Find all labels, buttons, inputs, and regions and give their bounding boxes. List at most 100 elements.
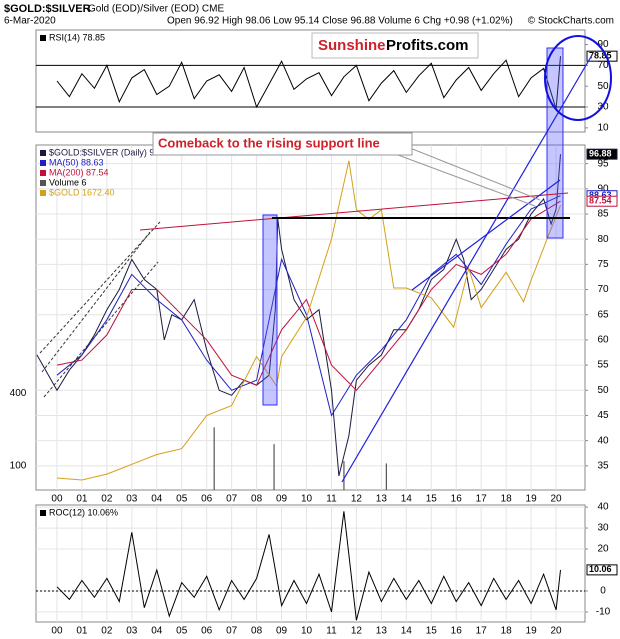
last-value-label: 88.63	[589, 190, 612, 200]
volume-bar	[385, 463, 387, 490]
last-value-label: 10.06	[589, 564, 612, 574]
x-tick-label: 15	[426, 626, 438, 637]
x-tick-label: 05	[176, 494, 188, 505]
x-tick-label: 10	[301, 494, 313, 505]
callout-pointer	[397, 154, 536, 207]
x-tick-label: 14	[401, 494, 413, 505]
series-line	[56, 511, 561, 621]
x-tick-label: 11	[326, 626, 337, 637]
x-tick-label: 12	[351, 626, 363, 637]
x-tick-label: 10	[301, 626, 313, 637]
logo-black: Profits.com	[386, 37, 469, 54]
legend-entry: ROC(12) 10.06%	[49, 507, 118, 517]
y-tick-label: 20	[597, 544, 609, 555]
x-tick-label: 08	[251, 626, 263, 637]
series-line	[56, 160, 561, 481]
date: 6-Mar-2020	[4, 16, 56, 27]
y-tick-label: 10	[597, 122, 609, 133]
y-tick-label: 90	[597, 39, 609, 50]
channel-line	[43, 261, 159, 398]
callout-text: Comeback to the rising support line	[158, 135, 380, 150]
legend-swatch	[40, 170, 46, 176]
y-tick-label: 40	[597, 502, 609, 513]
last-value-box	[586, 195, 618, 207]
x-tick-label: 01	[76, 626, 88, 637]
x-tick-label: 04	[151, 626, 163, 637]
callout-box	[152, 132, 413, 156]
volume-bar	[213, 427, 215, 490]
x-tick-label: 03	[126, 626, 138, 637]
legend-entry: $GOLD:$SILVER (Daily) 96.88	[49, 147, 172, 157]
legend-entry: Volume 6	[49, 177, 87, 187]
x-tick-label: 05	[176, 626, 188, 637]
x-tick-label: 16	[451, 626, 463, 637]
x-tick-label: 03	[126, 494, 138, 505]
legend-swatch	[40, 150, 46, 156]
x-tick-label: 07	[226, 626, 238, 637]
y-tick-label: 30	[597, 523, 609, 534]
x-tick-label: 08	[251, 494, 263, 505]
y-tick-label: 45	[597, 410, 609, 421]
y-tick-label: 60	[597, 335, 609, 346]
x-tick-label: 01	[76, 494, 88, 505]
callout-pointer	[409, 147, 541, 201]
symbol: $GOLD:$SILVER	[4, 3, 91, 15]
panel-frame	[35, 504, 586, 623]
x-tick-label: 16	[451, 494, 463, 505]
y-tick-label: 95	[597, 158, 609, 169]
y-tick-label: 40	[597, 435, 609, 446]
panel-frame	[35, 144, 586, 491]
y-tick-label: 30	[597, 102, 609, 113]
x-tick-label: 02	[101, 626, 113, 637]
volume-tick-label: 100	[10, 461, 27, 472]
x-tick-label: 09	[276, 494, 288, 505]
x-tick-label: 04	[151, 494, 163, 505]
x-tick-label: 11	[326, 494, 337, 505]
series-line	[56, 56, 561, 110]
logo-red: Sunshine	[318, 37, 386, 54]
y-tick-label: 50	[597, 81, 609, 92]
legend-swatch	[40, 160, 46, 166]
support-line	[341, 54, 593, 483]
highlight-box	[546, 47, 564, 239]
legend-swatch	[40, 510, 46, 516]
y-tick-label: 75	[597, 259, 609, 270]
x-tick-label: 19	[526, 494, 538, 505]
panel-frame	[35, 29, 586, 133]
x-tick-label: 20	[550, 626, 562, 637]
quote: Open 96.92 High 98.06 Low 95.14 Close 96…	[167, 16, 513, 27]
x-tick-label: 20	[550, 494, 562, 505]
legend-entry: $GOLD 1672.40	[49, 187, 115, 197]
legend-swatch	[40, 190, 46, 196]
y-tick-label: 70	[597, 284, 609, 295]
y-tick-label: 80	[597, 234, 609, 245]
last-value-label: 87.54	[589, 196, 612, 206]
x-tick-label: 15	[426, 494, 438, 505]
y-tick-label: 65	[597, 309, 609, 320]
x-tick-label: 02	[101, 494, 113, 505]
x-tick-label: 18	[501, 494, 513, 505]
x-tick-label: 17	[476, 494, 488, 505]
x-tick-label: 18	[501, 626, 513, 637]
x-tick-label: 00	[51, 626, 63, 637]
y-tick-label: 50	[597, 385, 609, 396]
last-value-box	[586, 564, 618, 576]
y-tick-label: 70	[597, 60, 609, 71]
logo-box	[311, 32, 479, 59]
x-tick-label: 17	[476, 626, 488, 637]
last-value-label: 78.85	[589, 51, 612, 61]
description: Gold (EOD)/Silver (EOD) CME	[88, 4, 224, 15]
channel-line	[41, 231, 151, 373]
volume-bar	[273, 444, 275, 490]
x-tick-label: 19	[526, 626, 538, 637]
last-value-box	[586, 148, 618, 160]
resistance-line	[139, 192, 569, 231]
volume-bar	[343, 461, 345, 490]
y-tick-label: 0	[600, 586, 606, 597]
highlight-ellipse	[544, 35, 612, 121]
x-tick-label: 14	[401, 626, 413, 637]
y-tick-label: 85	[597, 209, 609, 220]
x-tick-label: 06	[201, 626, 213, 637]
legend-entry: MA(200) 87.54	[49, 167, 109, 177]
